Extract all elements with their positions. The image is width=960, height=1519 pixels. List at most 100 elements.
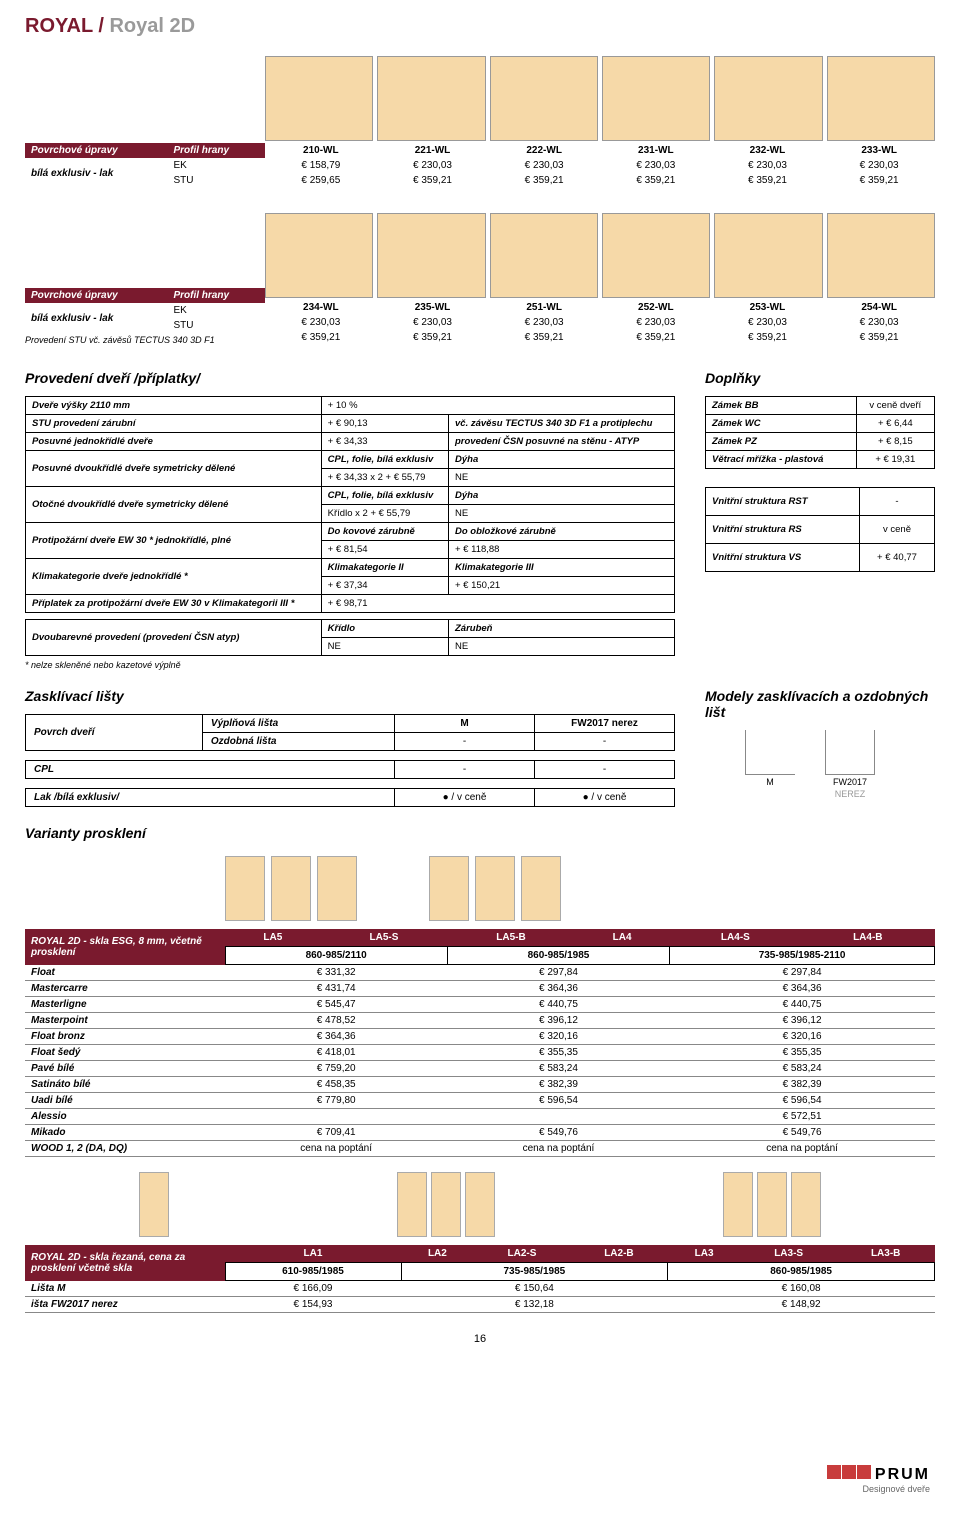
- table-row-label: Masterligne: [25, 997, 225, 1013]
- surface-header: Povrchové úpravy: [25, 143, 167, 158]
- logo: PRUM Designové dveře: [827, 1465, 930, 1494]
- price-cell: € 359,21: [488, 173, 600, 188]
- table-cell: € 331,32: [225, 965, 447, 981]
- zl-cpl: CPL: [26, 761, 395, 779]
- dop-r3-l: Zámek PZ: [706, 433, 857, 451]
- dop-r3-v: + € 8,15: [856, 433, 934, 451]
- dop-r6-v: v ceně: [859, 516, 934, 544]
- prov-r9-b: Zárubeň: [449, 620, 675, 638]
- door-thumbs-2: [265, 213, 935, 298]
- table-cell: € 160,08: [668, 1281, 935, 1297]
- table-row-label: WOOD 1, 2 (DA, DQ): [25, 1141, 225, 1157]
- finish-label: bílá exklusiv - lak: [25, 158, 167, 188]
- table-cell: € 572,51: [670, 1109, 935, 1125]
- prov-note: * nelze skleněné nebo kazetové výplně: [25, 660, 675, 670]
- var1-s0: 860-985/2110: [225, 947, 447, 965]
- prov-r9-c: NE: [321, 638, 448, 656]
- finish-label-2: bílá exklusiv - lak: [25, 303, 167, 333]
- table-row-label: išta FW2017 nerez: [25, 1297, 225, 1313]
- dop-r5-v: -: [859, 488, 934, 516]
- table-cell: € 440,75: [670, 997, 935, 1013]
- price-cell: € 359,21: [823, 173, 935, 188]
- var2-table: ROYAL 2D - skla řezaná, cena za prosklen…: [25, 1245, 935, 1313]
- mini-doors-row-2: [25, 1172, 935, 1237]
- shape-fw-icon: [825, 730, 875, 775]
- price-cell: € 359,21: [377, 330, 489, 345]
- price-cell: € 158,79: [265, 158, 377, 173]
- prov-r1-l: Dveře výšky 2110 mm: [26, 397, 322, 415]
- dop-r2-l: Zámek WC: [706, 415, 857, 433]
- shape-fw-label2: NEREZ: [825, 789, 875, 799]
- var2-s0: 610-985/1985: [225, 1263, 401, 1281]
- zl-h3: FW2017 nerez: [535, 715, 675, 733]
- prov-r7-d: + € 150,21: [449, 577, 675, 595]
- var1-h2: LA5-B: [447, 929, 574, 947]
- table-cell: € 297,84: [447, 965, 669, 981]
- var1-h4: LA4-S: [670, 929, 802, 947]
- section-provedeni: Provedení dveří /příplatky/: [25, 370, 675, 386]
- table-cell: € 364,36: [225, 1029, 447, 1045]
- table-cell: € 779,80: [225, 1093, 447, 1109]
- table-row-label: Satináto bílé: [25, 1077, 225, 1093]
- var2-h8: LA3-B: [837, 1245, 935, 1263]
- table-cell: € 364,36: [447, 981, 669, 997]
- mini-doors-row-1: [225, 856, 935, 921]
- prov-r4-a: CPL, folie, bílá exklusiv: [321, 451, 448, 469]
- prov-r7-c: + € 37,34: [321, 577, 448, 595]
- price-cell: € 259,65: [265, 173, 377, 188]
- price-cell: € 230,03: [823, 158, 935, 173]
- zl-v2: ● / v ceně: [535, 789, 675, 807]
- prov-r2-v2: vč. závěsu TECTUS 340 3D F1 a protiplech…: [449, 415, 675, 433]
- table-cell: € 458,35: [225, 1077, 447, 1093]
- table-row-label: Mikado: [25, 1125, 225, 1141]
- var2-s2: 860-985/1985: [668, 1263, 935, 1281]
- prov-r9-d: NE: [449, 638, 675, 656]
- prov-r6-c: + € 81,54: [321, 541, 448, 559]
- price-cell: € 230,03: [600, 158, 712, 173]
- prov-r4-c: + € 34,33 x 2 + € 55,79: [321, 469, 448, 487]
- dop-r4-l: Větrací mřížka - plastová: [706, 451, 857, 469]
- table-cell: € 545,47: [225, 997, 447, 1013]
- table-cell: € 583,24: [670, 1061, 935, 1077]
- price-cell: € 359,21: [823, 330, 935, 345]
- logo-text: PRUM: [875, 1466, 930, 1483]
- section-zl: Zasklívací lišty: [25, 688, 675, 704]
- var2-h4: LA2-B: [570, 1245, 668, 1263]
- zl-v1: ● / v ceně: [395, 789, 535, 807]
- price-cell: € 359,21: [488, 330, 600, 345]
- table-cell: € 132,18: [401, 1297, 668, 1313]
- prov-r6-a: Do kovové zárubně: [321, 523, 448, 541]
- table-cell: € 759,20: [225, 1061, 447, 1077]
- zl-lak: Lak /bílá exklusiv/: [26, 789, 395, 807]
- price-cell: € 359,21: [265, 330, 377, 345]
- section-doplnky: Doplňky: [705, 370, 935, 386]
- table-cell: € 396,12: [447, 1013, 669, 1029]
- dop-r6-l: Vnitřní struktura RS: [706, 516, 860, 544]
- prov-r5-c: Křídlo x 2 + € 55,79: [321, 505, 448, 523]
- doplnky-table-2: Vnitřní struktura RST- Vnitřní struktura…: [705, 487, 935, 572]
- ek-label: EK: [167, 158, 265, 173]
- price-cell: 221-WL: [377, 143, 489, 158]
- doplnky-table: Zámek BBv ceně dveří Zámek WC+ € 6,44 Zá…: [705, 396, 935, 469]
- section-varianty: Varianty prosklení: [25, 825, 935, 841]
- prov-r4-b: Dýha: [449, 451, 675, 469]
- zl-d3: -: [395, 761, 535, 779]
- profile-header-2: Profil hrany: [167, 288, 265, 303]
- prov-r4-d: NE: [449, 469, 675, 487]
- table-cell: € 440,75: [447, 997, 669, 1013]
- price-cell: € 359,21: [600, 173, 712, 188]
- prov-r3-l: Posuvné jednokřídlé dveře: [26, 433, 322, 451]
- block2-note: Provedení STU vč. závěsů TECTUS 340 3D F…: [25, 335, 265, 345]
- price-cell: € 230,03: [600, 315, 712, 330]
- zl-oz: Ozdobná lišta: [202, 733, 394, 751]
- prov-r5-l: Otočné dvoukřídlé dveře symetricky dělen…: [26, 487, 322, 523]
- prov-r9-a: Křídlo: [321, 620, 448, 638]
- logo-sub: Designové dveře: [827, 1484, 930, 1494]
- var2-h7: LA3-S: [741, 1245, 837, 1263]
- profile-shapes: M FW2017 NEREZ: [745, 730, 935, 799]
- table-cell: € 382,39: [670, 1077, 935, 1093]
- price-cell: € 230,03: [377, 158, 489, 173]
- dop-r7-v: + € 40,77: [859, 544, 934, 572]
- price-cell: 251-WL: [488, 300, 600, 315]
- table-cell: € 709,41: [225, 1125, 447, 1141]
